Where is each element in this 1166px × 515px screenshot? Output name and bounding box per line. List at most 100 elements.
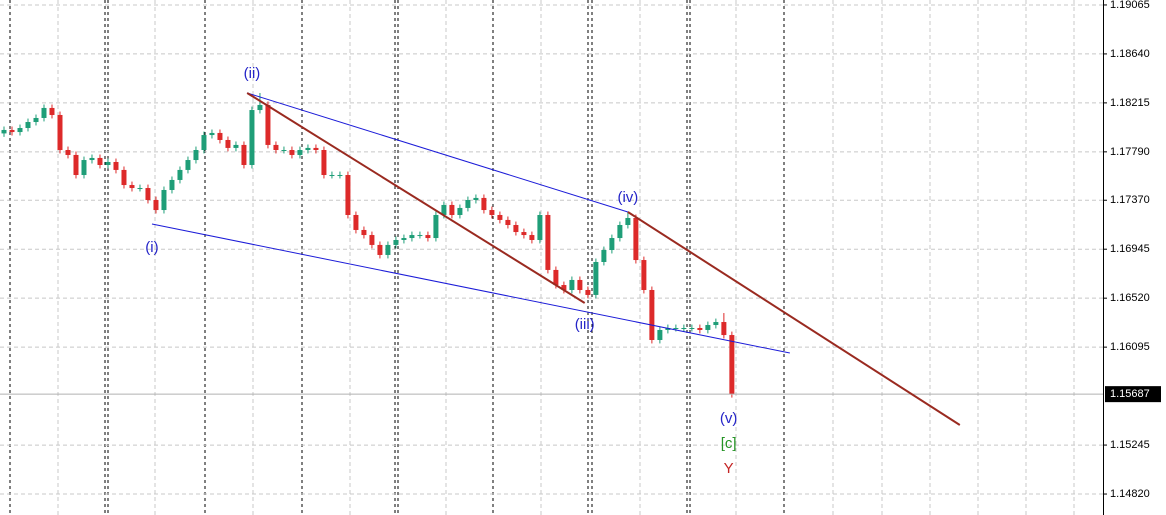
- current-price-box: [1105, 386, 1161, 403]
- trend-line: [246, 92, 586, 304]
- candle-body: [625, 217, 631, 226]
- candle-body: [449, 204, 455, 215]
- candle-body: [89, 157, 95, 161]
- y-tick-label: 1.16945: [1110, 243, 1150, 255]
- plot: (i) (ii) (iii) (iv) (v) [c] Y: [0, 4, 1103, 495]
- candle-body: [401, 238, 407, 240]
- y-tick-label: 1.18215: [1110, 97, 1150, 109]
- wave-label: (v): [720, 410, 738, 427]
- candle-body: [497, 214, 503, 220]
- wave-label: (iv): [617, 189, 638, 206]
- candle-body: [345, 175, 351, 215]
- candle-body: [705, 325, 711, 330]
- candle-body: [97, 157, 103, 165]
- candle-body: [721, 322, 727, 336]
- candle-body: [665, 328, 671, 330]
- candle-body: [729, 335, 735, 395]
- candle-body: [1, 129, 7, 134]
- candle-body: [649, 289, 655, 340]
- candle-body: [633, 217, 639, 261]
- candle-body: [465, 200, 471, 208]
- candle-body: [241, 144, 247, 165]
- candle-body: [185, 160, 191, 170]
- y-tick-label: 1.16520: [1110, 292, 1150, 304]
- candle-body: [281, 150, 287, 152]
- candle-body: [121, 169, 127, 186]
- period-separators: [9, 0, 785, 515]
- candle-body: [617, 225, 623, 239]
- wave-label: (iii): [575, 316, 595, 333]
- candle-body: [25, 122, 31, 129]
- price-axis-panel: [1103, 0, 1166, 515]
- candle-body: [545, 214, 551, 270]
- candle-body: [601, 250, 607, 262]
- candle-body: [473, 197, 479, 201]
- y-tick-label: 1.18640: [1110, 48, 1150, 60]
- candle-body: [569, 279, 575, 290]
- candle-body: [369, 235, 375, 245]
- current-price-label: 1.15687: [1110, 388, 1150, 400]
- candle-body: [249, 110, 255, 165]
- candle-body: [57, 114, 63, 151]
- candle-body: [201, 135, 207, 151]
- y-tick-label: 1.17370: [1110, 194, 1150, 206]
- candle-body: [417, 235, 423, 237]
- wave-label: (ii): [244, 65, 261, 82]
- candle-body: [353, 214, 359, 230]
- candle-body: [217, 132, 223, 140]
- y-tick-label: 1.19065: [1110, 0, 1150, 11]
- candle-body: [169, 179, 175, 190]
- candle-body: [289, 150, 295, 155]
- trend-line: [247, 92, 629, 213]
- candle-body: [33, 117, 39, 123]
- candle-body: [697, 328, 703, 330]
- candle-body: [225, 139, 231, 148]
- candle-body: [297, 150, 303, 155]
- candle-body: [129, 185, 135, 189]
- candle-body: [481, 197, 487, 211]
- wave-label: (i): [145, 239, 158, 256]
- candle-body: [441, 204, 447, 215]
- candle-body: [233, 144, 239, 148]
- candle-body: [273, 144, 279, 151]
- candle-body: [489, 210, 495, 215]
- candle-body: [593, 261, 599, 295]
- y-tick-label: 1.14820: [1110, 488, 1150, 500]
- candle-body: [17, 128, 23, 133]
- candle-body: [337, 175, 343, 177]
- candle-body: [529, 235, 535, 240]
- candle-body: [73, 154, 79, 176]
- candle-body: [9, 129, 15, 133]
- candle-body: [657, 329, 663, 340]
- candle-body: [681, 328, 687, 330]
- candle-body: [113, 161, 119, 170]
- candle-body: [577, 279, 583, 290]
- candle-body: [209, 132, 215, 136]
- candle-body: [41, 107, 47, 118]
- vertical-grid: [57, 0, 1075, 515]
- candle-body: [265, 104, 271, 145]
- candle-body: [361, 229, 367, 236]
- candle-body: [385, 244, 391, 255]
- candle-body: [609, 238, 615, 251]
- candle-body: [553, 269, 559, 286]
- candle-body: [193, 150, 199, 161]
- candle-body: [641, 260, 647, 290]
- candle-body: [513, 225, 519, 233]
- y-tick-label: 1.16095: [1110, 341, 1150, 353]
- candle-body: [177, 169, 183, 180]
- wave-label: Y: [724, 460, 734, 477]
- candle-body: [321, 150, 327, 176]
- candle-body: [49, 107, 55, 115]
- candle-body: [65, 150, 71, 155]
- candle-body: [561, 285, 567, 290]
- wave-label: [c]: [721, 435, 737, 452]
- y-tick-label: 1.15245: [1110, 439, 1150, 451]
- candle-body: [105, 161, 111, 165]
- candle-body: [537, 214, 543, 240]
- candle-body: [433, 214, 439, 239]
- candle-body: [153, 200, 159, 211]
- candle-body: [673, 328, 679, 330]
- candle-body: [393, 239, 399, 245]
